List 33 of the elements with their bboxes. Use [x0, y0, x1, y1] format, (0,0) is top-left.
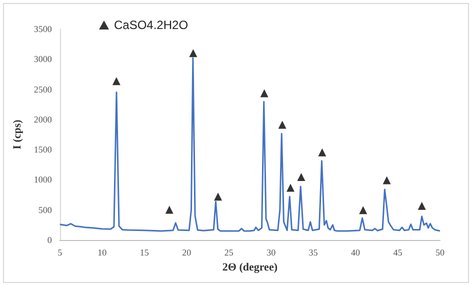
x-tick-label: 50	[436, 248, 445, 258]
x-tick-label: 5	[58, 248, 63, 258]
point	[297, 172, 306, 181]
x-tick-label: 40	[351, 248, 361, 258]
y-tick-label: 3000	[34, 54, 52, 64]
y-tick-label: 3500	[34, 24, 52, 34]
y-tick-label: 2000	[34, 114, 52, 124]
point	[165, 206, 174, 214]
point	[286, 184, 294, 192]
point	[260, 89, 268, 98]
x-tick-label: 30	[266, 248, 276, 258]
x-tick-label: 20	[182, 248, 192, 258]
x-tick-label: 10	[98, 248, 108, 258]
y-axis-title: I (cps)	[12, 119, 24, 150]
point	[278, 120, 286, 129]
point	[382, 176, 391, 184]
y-tick-label: 2500	[34, 84, 52, 94]
x-tick-label: 15	[140, 248, 150, 258]
point	[418, 202, 426, 210]
x-tick-label: 45	[393, 248, 403, 258]
x-axis-title: 2Θ (degree)	[222, 262, 278, 274]
x-tick-label: 25	[224, 248, 234, 258]
legend-label: CaSO4.2H2O	[114, 18, 188, 32]
point	[214, 192, 222, 201]
y-tick-label: 1000	[34, 174, 52, 185]
point	[359, 206, 368, 214]
point	[112, 77, 120, 86]
x-tick-label: 35	[308, 248, 318, 258]
point	[318, 148, 326, 156]
y-tick-label: 500	[38, 204, 52, 215]
y-tick-label: 0	[47, 235, 52, 245]
point	[189, 49, 198, 58]
y-tick-label: 1500	[34, 144, 52, 155]
